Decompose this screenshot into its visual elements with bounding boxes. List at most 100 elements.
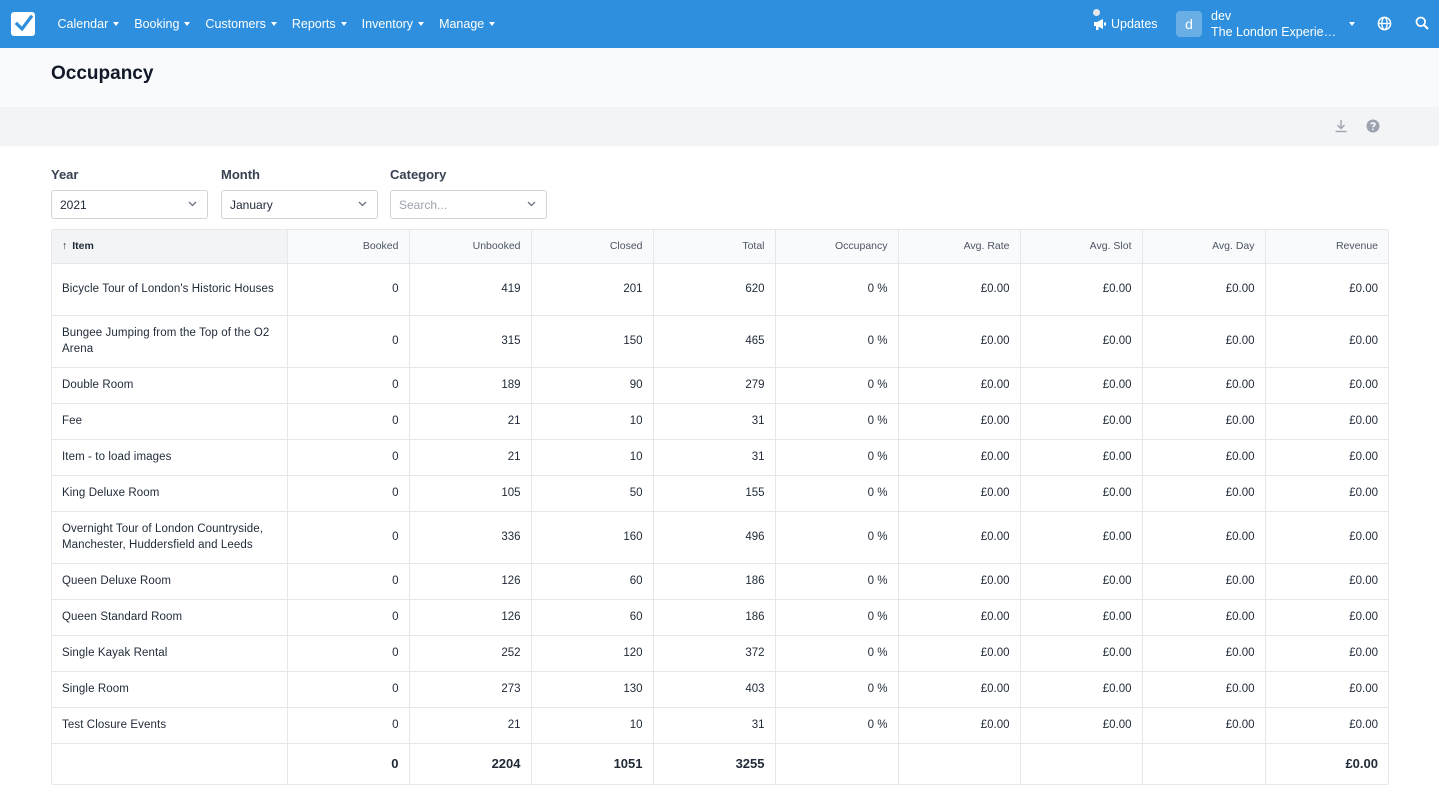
- check-logo-icon[interactable]: [11, 12, 35, 36]
- totals-item: [52, 742, 288, 784]
- cell-avg-slot: £0.00: [1020, 563, 1143, 600]
- cell-occupancy: 0 %: [775, 263, 899, 316]
- cell-item: Queen Standard Room: [52, 599, 288, 636]
- cell-revenue: £0.00: [1265, 367, 1388, 404]
- cell-booked: 0: [287, 315, 410, 368]
- table-row[interactable]: Single Kayak Rental 0 252 120 372 0 % £0.00 £0.…: [52, 635, 1388, 672]
- page-header: Occupancy: [0, 48, 1439, 107]
- cell-avg-slot: £0.00: [1020, 635, 1143, 672]
- cell-occupancy: 0 %: [775, 511, 899, 564]
- help-icon[interactable]: [1366, 119, 1380, 133]
- cell-booked: 0: [287, 475, 410, 512]
- menu-inventory[interactable]: Inventory: [354, 0, 431, 48]
- cell-avg-rate: £0.00: [898, 671, 1021, 708]
- sort-ascending-icon: ↑: [62, 240, 68, 253]
- account-org: The London Experience: [1211, 25, 1341, 39]
- menu-inventory-label: Inventory: [361, 17, 414, 31]
- cell-avg-rate: £0.00: [898, 403, 1021, 440]
- menu-reports[interactable]: Reports: [284, 0, 354, 48]
- table-body: Bicycle Tour of London's Historic Houses…: [52, 263, 1388, 744]
- cell-closed: 10: [531, 403, 654, 440]
- menu-calendar[interactable]: Calendar: [50, 0, 127, 48]
- cell-unbooked: 336: [409, 511, 532, 564]
- updates-button[interactable]: Updates: [1093, 0, 1158, 48]
- menu-reports-label: Reports: [291, 17, 336, 31]
- cell-closed: 160: [531, 511, 654, 564]
- table-row[interactable]: Bicycle Tour of London's Historic Houses…: [52, 263, 1388, 316]
- cell-booked: 0: [287, 511, 410, 564]
- cell-closed: 50: [531, 475, 654, 512]
- menu-booking[interactable]: Booking: [127, 0, 198, 48]
- column-header-total[interactable]: Total: [653, 230, 776, 264]
- cell-avg-day: £0.00: [1142, 403, 1266, 440]
- column-header-avg-day[interactable]: Avg. Day: [1142, 230, 1266, 264]
- table-row[interactable]: Test Closure Events 0 21 10 31 0 % £0.00 £0.00 £…: [52, 707, 1388, 744]
- cell-occupancy: 0 %: [775, 599, 899, 636]
- month-filter: Month January: [221, 167, 378, 219]
- cell-avg-slot: £0.00: [1020, 511, 1143, 564]
- avatar: d: [1176, 11, 1202, 37]
- year-select[interactable]: 2021: [51, 190, 208, 219]
- cell-item: Single Kayak Rental: [52, 635, 288, 672]
- cell-unbooked: 315: [409, 315, 532, 368]
- download-icon[interactable]: [1334, 119, 1348, 133]
- column-header-revenue[interactable]: Revenue: [1265, 230, 1388, 264]
- cell-total: 31: [653, 707, 776, 744]
- cell-avg-day: £0.00: [1142, 707, 1266, 744]
- cell-avg-slot: £0.00: [1020, 367, 1143, 404]
- column-header-item[interactable]: ↑ Item: [52, 230, 288, 264]
- cell-closed: 10: [531, 439, 654, 476]
- account-switcher[interactable]: d dev The London Experience: [1176, 0, 1341, 48]
- menu-customers-label: Customers: [205, 17, 266, 31]
- month-select[interactable]: January: [221, 190, 378, 219]
- table-row[interactable]: Double Room 0 189 90 279 0 % £0.00 £0.00 £0.00 £0…: [52, 367, 1388, 404]
- table-row[interactable]: Item - to load images 0 21 10 31 0 % £0.00 £0.0…: [52, 439, 1388, 476]
- cell-avg-rate: £0.00: [898, 635, 1021, 672]
- search-icon[interactable]: [1415, 16, 1429, 30]
- table-row[interactable]: King Deluxe Room 0 105 50 155 0 % £0.00 £0.00 £0…: [52, 475, 1388, 512]
- column-header-closed[interactable]: Closed: [531, 230, 654, 264]
- totals-avg-rate: [898, 742, 1021, 784]
- report-toolbar: [0, 107, 1439, 146]
- column-header-avg-rate[interactable]: Avg. Rate: [898, 230, 1021, 264]
- cell-avg-day: £0.00: [1142, 367, 1266, 404]
- globe-icon[interactable]: [1377, 16, 1392, 31]
- cell-avg-slot: £0.00: [1020, 315, 1143, 368]
- cell-revenue: £0.00: [1265, 635, 1388, 672]
- chevron-down-icon: [270, 22, 277, 26]
- table-row[interactable]: Overnight Tour of London Countryside, Ma…: [52, 511, 1388, 564]
- cell-item: Bungee Jumping from the Top of the O2 Ar…: [52, 315, 288, 368]
- cell-unbooked: 21: [409, 707, 532, 744]
- cell-unbooked: 21: [409, 403, 532, 440]
- occupancy-table: ↑ Item Booked Unbooked Closed Total Occup…: [51, 229, 1389, 785]
- cell-avg-day: £0.00: [1142, 315, 1266, 368]
- column-header-occupancy[interactable]: Occupancy: [775, 230, 899, 264]
- category-search-input[interactable]: Search...: [390, 190, 547, 219]
- table-row[interactable]: Queen Standard Room 0 126 60 186 0 % £0.00 £0.0…: [52, 599, 1388, 636]
- menu-manage[interactable]: Manage: [432, 0, 503, 48]
- cell-unbooked: 105: [409, 475, 532, 512]
- menu-customers[interactable]: Customers: [198, 0, 284, 48]
- table-row[interactable]: Queen Deluxe Room 0 126 60 186 0 % £0.00 £0.00 £…: [52, 563, 1388, 600]
- cell-avg-day: £0.00: [1142, 671, 1266, 708]
- cell-avg-slot: £0.00: [1020, 439, 1143, 476]
- table-row[interactable]: Fee 0 21 10 31 0 % £0.00 £0.00 £0.00 £0.00: [52, 403, 1388, 440]
- cell-closed: 60: [531, 599, 654, 636]
- cell-occupancy: 0 %: [775, 439, 899, 476]
- cell-revenue: £0.00: [1265, 671, 1388, 708]
- column-header-booked[interactable]: Booked: [287, 230, 410, 264]
- totals-occupancy: [775, 742, 899, 784]
- column-header-unbooked[interactable]: Unbooked: [409, 230, 532, 264]
- cell-avg-day: £0.00: [1142, 263, 1266, 316]
- category-placeholder: Search...: [399, 197, 448, 212]
- cell-booked: 0: [287, 403, 410, 440]
- table-row[interactable]: Bungee Jumping from the Top of the O2 Ar…: [52, 315, 1388, 368]
- cell-closed: 90: [531, 367, 654, 404]
- cell-booked: 0: [287, 671, 410, 708]
- updates-label: Updates: [1111, 17, 1158, 31]
- chevron-down-icon[interactable]: [1349, 22, 1355, 26]
- table-row[interactable]: Single Room 0 273 130 403 0 % £0.00 £0.00 £0.00 £…: [52, 671, 1388, 708]
- cell-closed: 130: [531, 671, 654, 708]
- cell-avg-rate: £0.00: [898, 563, 1021, 600]
- column-header-avg-slot[interactable]: Avg. Slot: [1020, 230, 1143, 264]
